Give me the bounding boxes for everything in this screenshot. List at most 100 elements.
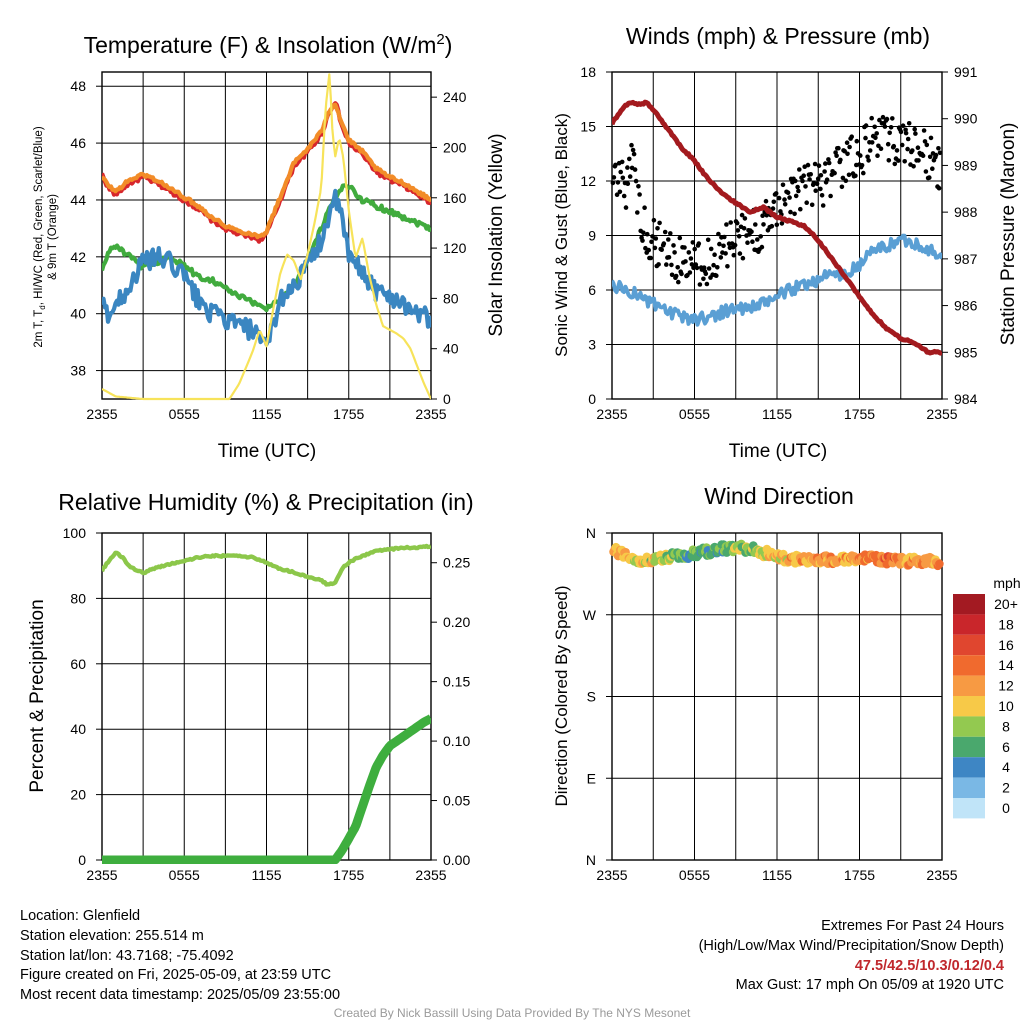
gust-point [642, 205, 647, 210]
x-tick-label: 2355 [86, 867, 117, 883]
gust-point [823, 161, 828, 166]
gust-point [797, 167, 802, 172]
gust-point [724, 222, 729, 227]
gust-point [826, 160, 832, 166]
colorbar-swatch [953, 614, 985, 635]
gust-point [696, 241, 702, 246]
y2-tick-label: 0.00 [443, 852, 470, 868]
series-line-9m-t [102, 102, 431, 240]
gust-point [686, 250, 692, 255]
gust-point [793, 178, 798, 184]
gust-point [937, 150, 943, 156]
series-line-td [102, 183, 431, 313]
gust-point [620, 175, 626, 181]
gust-point [930, 166, 935, 171]
gust-point [807, 177, 812, 182]
colorbar-swatch [953, 736, 985, 758]
y2-tick-label: 987 [954, 251, 978, 267]
humidity-chart: 2355 0555 1155 1755 23550204060801000.000.05… [63, 525, 471, 883]
gust-point [805, 162, 811, 168]
gust-point [649, 239, 654, 245]
winds-right-axis-label: Station Pressure (Maroon) [998, 123, 1019, 346]
gust-point [875, 153, 880, 158]
gust-point [896, 158, 901, 163]
gust-point [899, 142, 905, 148]
gust-point [687, 270, 693, 275]
gust-point [651, 217, 657, 223]
gust-point [834, 153, 839, 158]
gust-point [815, 176, 821, 181]
gust-point [877, 117, 882, 123]
x-tick-label: 1155 [762, 406, 792, 422]
gust-point [859, 163, 865, 168]
gust-point [621, 193, 627, 199]
y-tick-label: 42 [70, 249, 86, 265]
gust-point [669, 272, 675, 278]
gust-point [849, 134, 854, 139]
x-tick-label: 0555 [169, 867, 200, 883]
y-tick-label: 15 [580, 119, 596, 135]
y2-tick-label: 80 [443, 290, 459, 306]
gust-point [753, 222, 758, 227]
y2-tick-label: 120 [443, 240, 467, 256]
x-tick-label: 1755 [333, 867, 364, 883]
gust-point [878, 146, 884, 151]
gust-point [645, 231, 650, 237]
gust-point [888, 125, 894, 130]
gust-point [718, 255, 724, 260]
gust-point [677, 235, 683, 241]
gust-point [861, 170, 866, 176]
y-tick-label: 80 [70, 590, 86, 606]
gust-point [874, 131, 879, 136]
gust-point [734, 220, 740, 226]
gust-point [755, 237, 760, 242]
gust-point [785, 190, 791, 195]
gust-point [804, 200, 809, 205]
gust-point [705, 237, 711, 243]
gust-point [928, 135, 934, 141]
gust-point [782, 197, 787, 202]
gust-point [865, 154, 870, 160]
y2-tick-label: 986 [954, 298, 978, 314]
gust-point [884, 116, 890, 122]
gust-point [858, 153, 863, 158]
gust-point [787, 195, 792, 200]
colorbar-label: 14 [998, 657, 1014, 673]
y-tick-label: S [587, 689, 596, 705]
gust-point [676, 279, 681, 285]
extremes-title: Extremes For Past 24 Hours [821, 918, 1004, 934]
colorbar-label: 12 [998, 678, 1014, 694]
colorbar-title: mph [993, 575, 1020, 591]
max-gust: Max Gust: 17 mph On 05/09 at 1920 UTC [735, 977, 1004, 994]
gust-point [615, 180, 621, 185]
gust-point [631, 151, 637, 157]
gust-point [721, 243, 726, 249]
gust-point [847, 144, 852, 150]
gust-point [813, 188, 818, 193]
gust-point [711, 262, 716, 268]
gust-point [725, 264, 730, 269]
gust-point [880, 114, 886, 120]
gust-point [886, 158, 892, 163]
x-tick-label: 2355 [596, 406, 627, 422]
y2-tick-label: 0.05 [443, 793, 470, 809]
station-latlon: Station lat/lon: 43.7168; -75.4092 [20, 947, 234, 964]
y2-tick-label: 984 [954, 391, 978, 407]
gust-point [854, 138, 860, 144]
gust-point [922, 139, 928, 144]
gust-point [657, 220, 662, 226]
gust-point [844, 140, 850, 145]
gust-point [759, 244, 765, 250]
gust-point [902, 159, 907, 164]
y-tick-label: E [587, 770, 596, 786]
gust-point [618, 169, 623, 175]
gust-point [869, 140, 875, 145]
gust-point [824, 177, 830, 182]
gust-point [820, 203, 826, 208]
gust-point [898, 129, 904, 135]
gust-point [655, 226, 660, 231]
gust-point [650, 234, 655, 239]
gust-point [906, 121, 912, 126]
gust-point [682, 245, 687, 250]
gust-point [692, 246, 697, 252]
